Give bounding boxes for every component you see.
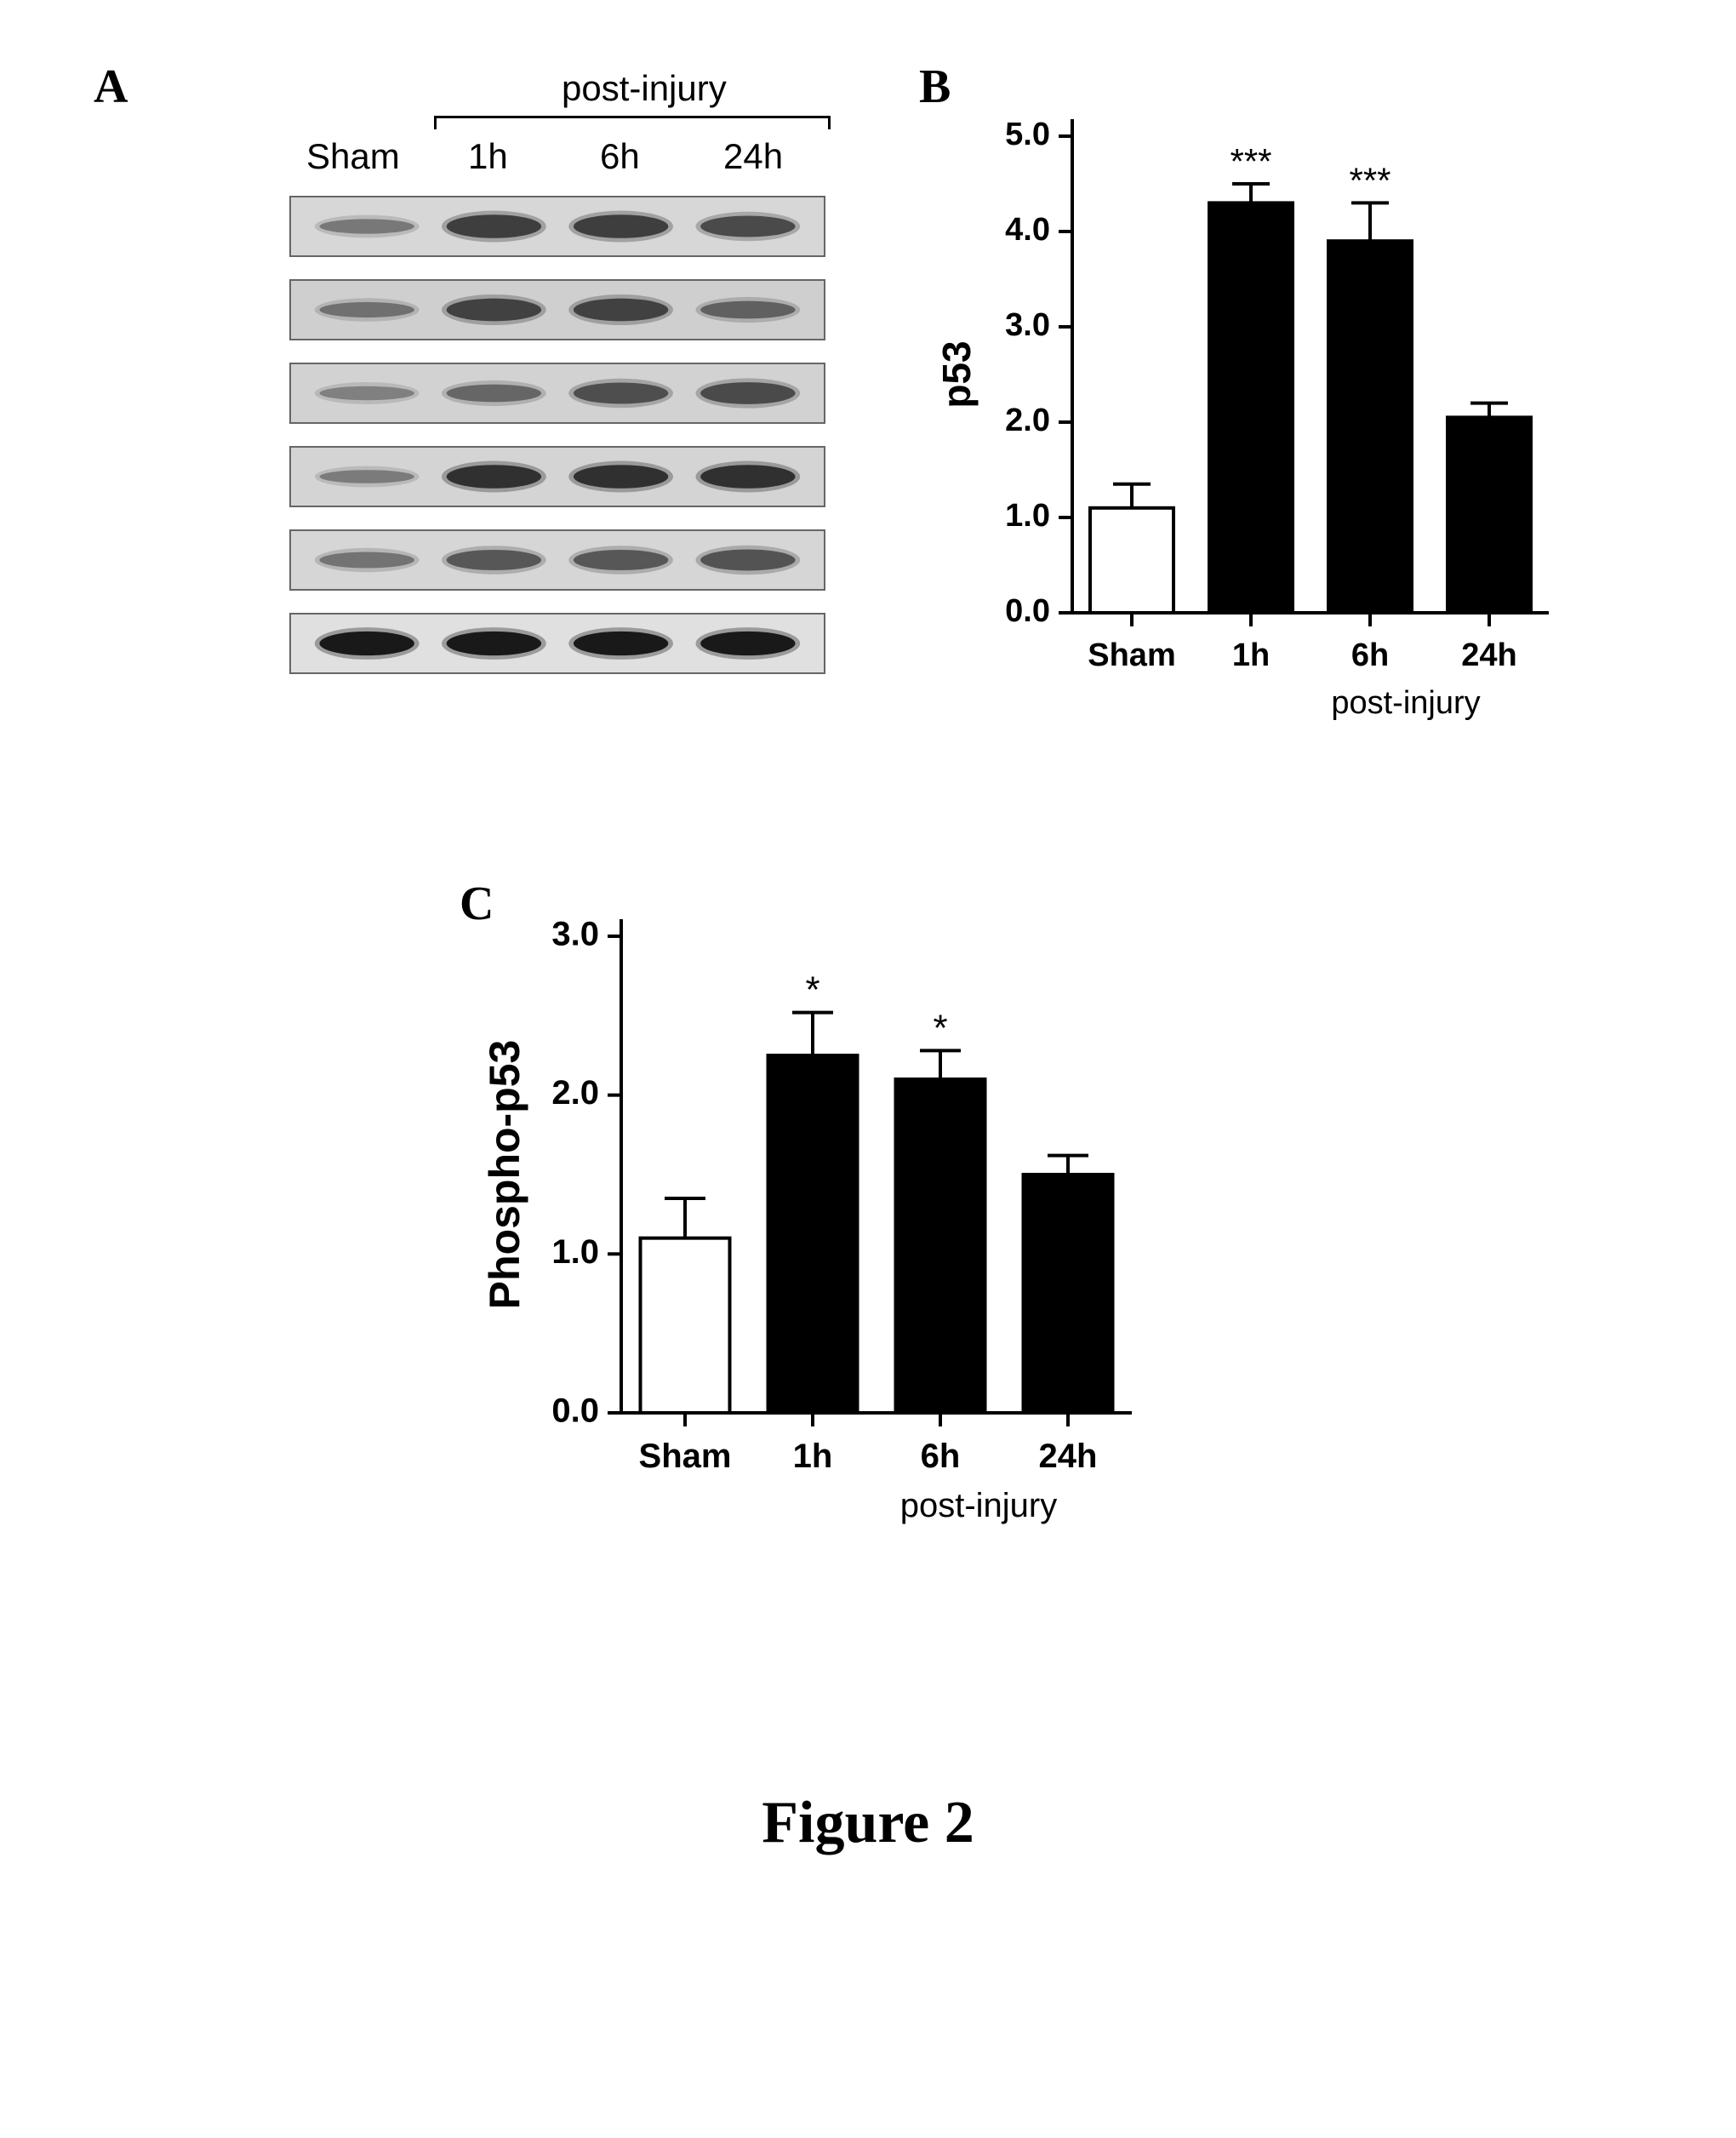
panel-b-chart: 0.0 1.0 2.0 3.0 4.0 5.0 p53 Sham *** 1h *** 6h 24h po… (919, 68, 1685, 766)
xcat-3: 24h (1461, 637, 1516, 673)
sig-1: * (805, 969, 819, 1011)
xcat-1: 1h (1232, 637, 1270, 673)
blot-svg-0 (291, 197, 824, 255)
blot-strip-0 (289, 196, 825, 257)
xcat-0: Sham (1088, 637, 1175, 673)
ytick-label: 5.0 (1005, 117, 1050, 152)
ytick-label: 0.0 (1005, 593, 1050, 629)
y-axis-label: p53 (934, 340, 979, 408)
sig-1: *** (1230, 141, 1271, 181)
blot-strip-1 (289, 279, 825, 340)
x-group-label: post-injury (900, 1487, 1058, 1524)
bar-1 (1209, 203, 1293, 613)
panel-c-chart: 0.0 1.0 2.0 3.0 Phospho-p53 Sham * 1h * 6h 24h post… (443, 868, 1293, 1592)
bar-2 (896, 1079, 985, 1413)
phospho-p53-bar-chart: 0.0 1.0 2.0 3.0 Phospho-p53 Sham * 1h * 6h 24h post… (443, 868, 1293, 1592)
xcat-0: Sham (639, 1438, 732, 1475)
bar-0 (1090, 508, 1174, 613)
blot-svg-4 (291, 531, 824, 589)
panel-a-postinjury-line (434, 116, 831, 118)
ytick-label: 3.0 (551, 916, 599, 953)
bar-0 (641, 1238, 730, 1413)
lane-label-0: Sham (306, 136, 400, 177)
panel-a-postinjury-header: post-injury (562, 68, 727, 109)
bar-3 (1448, 417, 1531, 613)
blot-strip-3 (289, 446, 825, 507)
ytick-label: 2.0 (1005, 403, 1050, 438)
bar-3 (1024, 1175, 1113, 1413)
blot-svg-5 (291, 615, 824, 672)
xcat-1: 1h (793, 1438, 833, 1475)
sig-2: * (933, 1007, 947, 1049)
panel-a-postinjury-tick-left (434, 116, 437, 129)
ytick-label: 2.0 (551, 1074, 599, 1112)
ytick-label: 4.0 (1005, 212, 1050, 248)
bar-2 (1328, 241, 1412, 613)
blot-strip-4 (289, 529, 825, 591)
bar-1 (768, 1055, 858, 1413)
y-axis-label: Phospho-p53 (481, 1040, 528, 1310)
figure-caption: Figure 2 (0, 1789, 1736, 1857)
lane-label-2: 6h (600, 136, 640, 177)
blot-strip-2 (289, 363, 825, 424)
ytick-label: 0.0 (551, 1392, 599, 1430)
lane-label-3: 24h (723, 136, 783, 177)
ytick-label: 1.0 (1005, 498, 1050, 534)
blot-svg-2 (291, 364, 824, 422)
blot-svg-3 (291, 448, 824, 506)
xcat-2: 6h (921, 1438, 961, 1475)
panel-a-westernblot: post-injury Sham 1h 6h 24h p53phospho-p5… (51, 68, 842, 732)
panel-a-postinjury-tick-right (828, 116, 831, 129)
xcat-2: 6h (1351, 637, 1389, 673)
ytick-label: 1.0 (551, 1233, 599, 1271)
x-group-label: post-injury (1331, 685, 1480, 721)
sig-2: *** (1349, 160, 1391, 200)
blot-svg-1 (291, 281, 824, 339)
p53-bar-chart: 0.0 1.0 2.0 3.0 4.0 5.0 p53 Sham *** 1h *** 6h 24h po… (919, 68, 1685, 766)
lane-label-1: 1h (468, 136, 508, 177)
blot-strip-5 (289, 613, 825, 674)
figure-2: A B C post-injury Sham 1h 6h 24h p53phos… (0, 0, 1736, 2138)
ytick-label: 3.0 (1005, 307, 1050, 343)
xcat-3: 24h (1039, 1438, 1098, 1475)
